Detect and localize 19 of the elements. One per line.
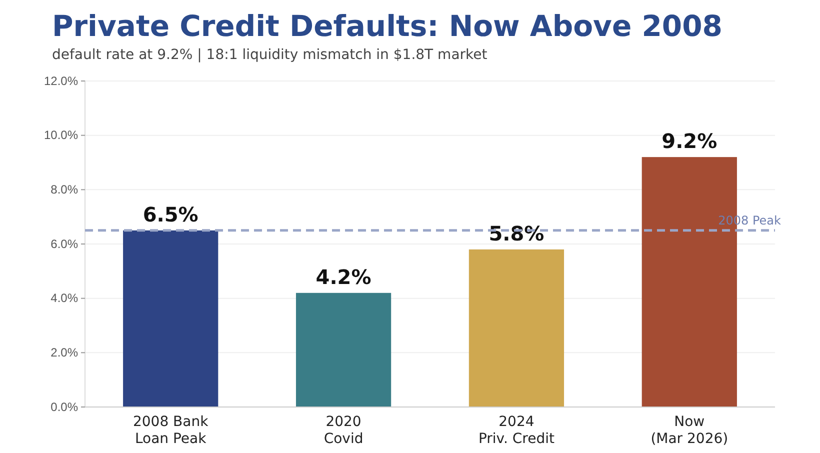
chart-subtitle: default rate at 9.2% | 18:1 liquidity mismatch in $1.8T market [52,47,488,63]
bar [296,292,392,407]
y-tick-label: 6.0% [50,236,78,251]
chart-title: Private Credit Defaults: Now Above 2008 [52,9,722,43]
x-tick-label: 2008 Bank Loan Peak [132,414,210,447]
y-tick-label: 4.0% [50,291,78,306]
x-tick-label: 2024 Priv. Credit [478,414,555,447]
data-label: 6.5% [142,202,198,226]
bar [468,249,564,407]
y-tick-label: 10.0% [44,128,78,142]
y-tick-label: 2.0% [50,346,78,360]
x-tick-label: 2020 Covid [324,414,364,447]
y-tick-label: 0.0% [50,400,78,414]
x-tick-label: Now (Mar 2026) [650,414,728,447]
y-tick-label: 8.0% [50,182,78,197]
data-label: 4.2% [316,264,372,289]
bar [123,230,218,407]
data-label: 9.2% [662,129,718,154]
y-tick-label: 12.0% [44,74,78,88]
